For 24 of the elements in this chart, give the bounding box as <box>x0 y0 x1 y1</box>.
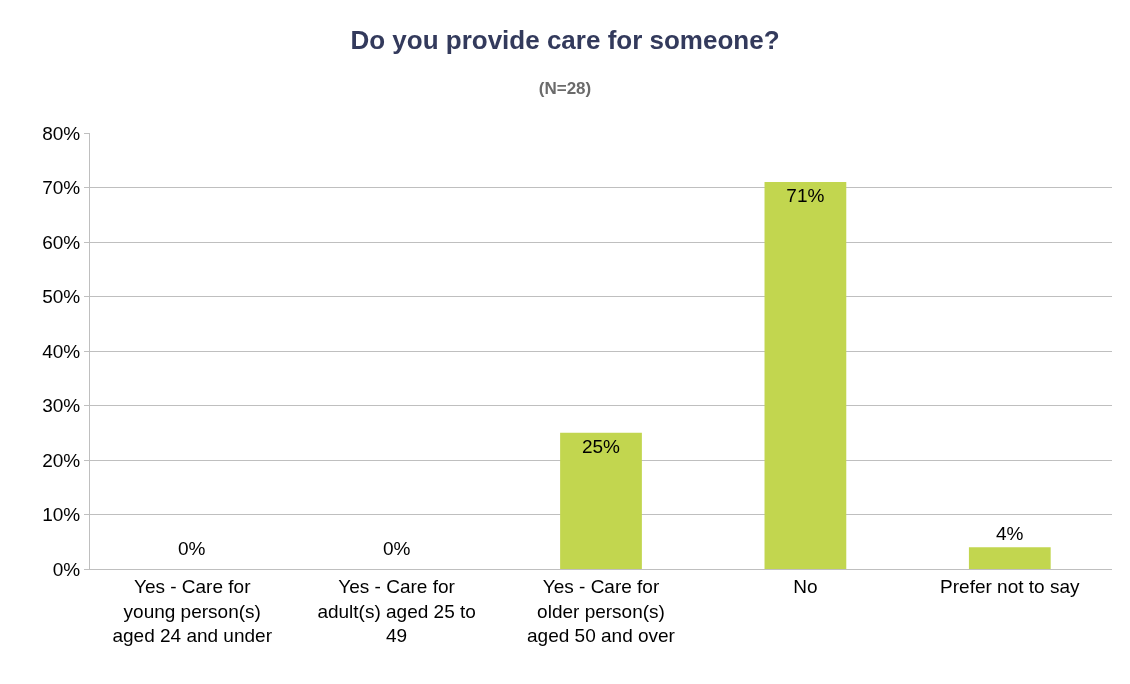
data-label: 4% <box>996 523 1024 545</box>
x-tick-label: Yes - Care for older person(s) aged 50 and over <box>527 575 676 647</box>
chart-title: Do you provide care for someone? <box>350 24 780 55</box>
data-label: 71% <box>786 185 825 207</box>
bar <box>560 432 642 569</box>
y-tick-label: 50% <box>42 286 81 308</box>
y-tick-label: 80% <box>42 122 81 144</box>
data-label: 0% <box>178 538 206 559</box>
y-tick-label: 70% <box>42 177 81 199</box>
y-tick-label: 0% <box>52 558 81 580</box>
data-label: 25% <box>581 435 621 457</box>
x-tick-label: Yes - Care for young person(s) aged 24 and under <box>112 575 273 647</box>
y-tick-label: 30% <box>42 395 81 417</box>
chart-subtitle: (N=28) <box>538 79 592 99</box>
data-label: 0% <box>383 538 411 559</box>
bar <box>968 547 1051 569</box>
bar <box>764 182 847 569</box>
y-tick-label: 10% <box>42 504 81 526</box>
x-tick-label: Yes - Care for adult(s) aged 25 to 49 <box>317 575 476 647</box>
x-tick-label: Prefer not to say <box>940 575 1080 597</box>
y-tick-label: 20% <box>42 449 81 471</box>
y-tick-label: 60% <box>42 231 81 253</box>
x-tick-label: No <box>793 575 818 597</box>
y-tick-label: 40% <box>42 340 81 362</box>
